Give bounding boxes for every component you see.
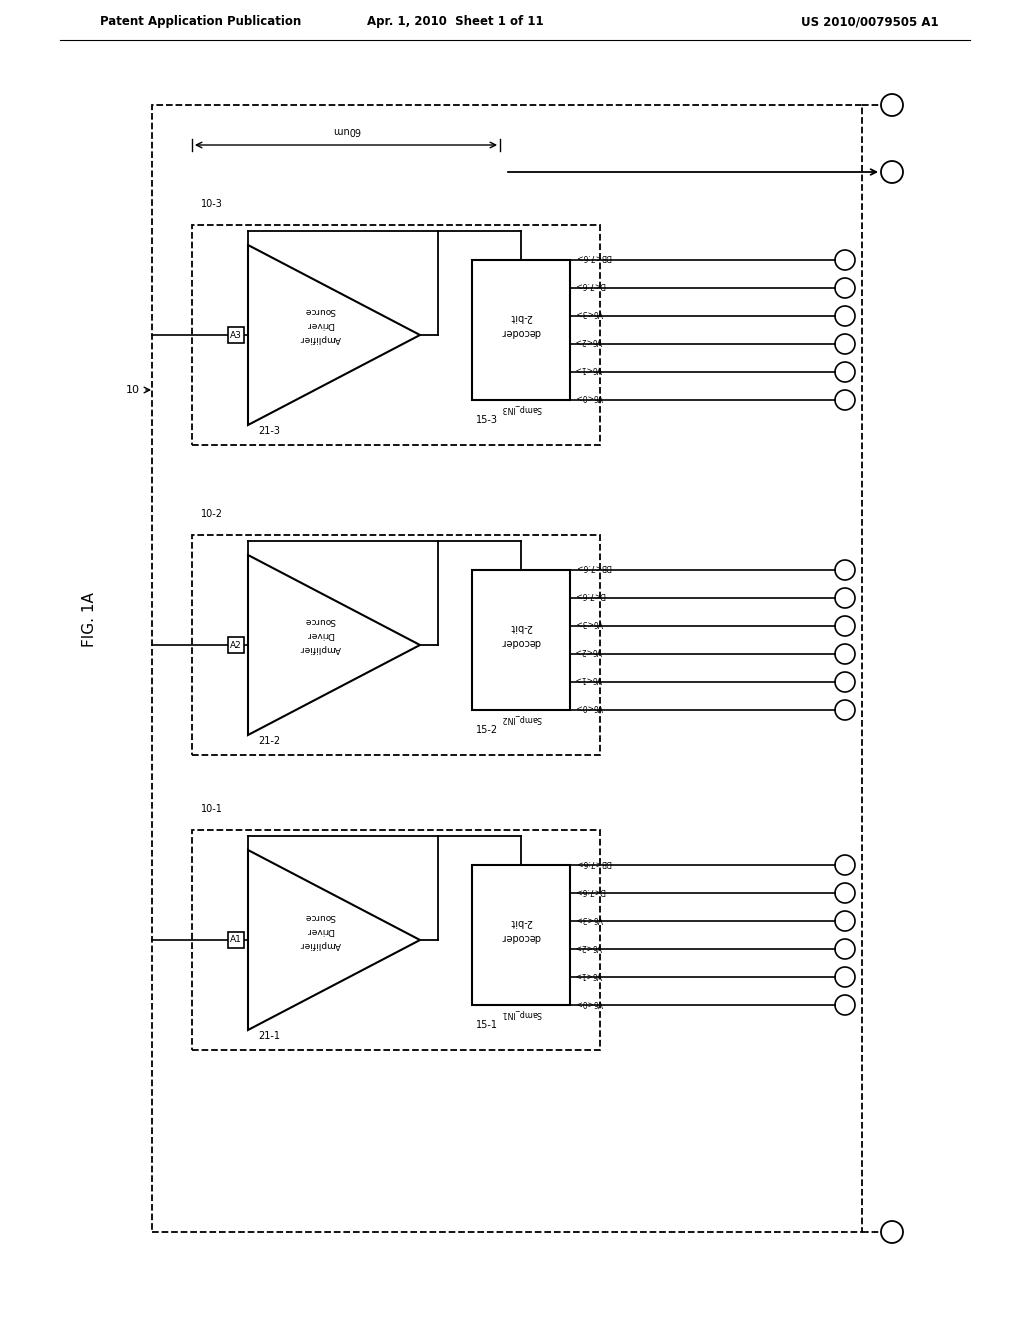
- Text: Source: Source: [305, 306, 336, 315]
- Text: 21-2: 21-2: [258, 737, 281, 746]
- Text: V6<3>: V6<3>: [575, 619, 602, 627]
- Text: V6<2>: V6<2>: [575, 647, 602, 656]
- Text: Amplifier: Amplifier: [300, 940, 341, 949]
- Text: decoder: decoder: [502, 327, 541, 337]
- Text: 10-3: 10-3: [201, 199, 223, 209]
- Text: DB<7:6>: DB<7:6>: [575, 562, 610, 572]
- Polygon shape: [248, 554, 420, 735]
- Bar: [228, 638, 244, 653]
- Text: 21-3: 21-3: [258, 426, 280, 436]
- Bar: [228, 932, 244, 948]
- Text: V6<1>: V6<1>: [575, 364, 602, 374]
- Bar: [472, 865, 570, 1005]
- Bar: [193, 535, 600, 755]
- Text: 15-1: 15-1: [476, 1020, 498, 1030]
- Text: Source: Source: [305, 912, 336, 920]
- Text: Samp_IN1: Samp_IN1: [501, 1008, 542, 1018]
- Text: Source: Source: [305, 616, 336, 626]
- Text: V6<1>: V6<1>: [575, 969, 602, 978]
- Text: V6<2>: V6<2>: [575, 337, 602, 346]
- Text: 2-bit: 2-bit: [510, 312, 532, 322]
- Text: V6<3>: V6<3>: [575, 309, 602, 318]
- Text: US 2010/0079505 A1: US 2010/0079505 A1: [801, 16, 939, 29]
- Bar: [152, 106, 862, 1232]
- Polygon shape: [248, 850, 420, 1030]
- Text: V6<3>: V6<3>: [575, 913, 602, 923]
- Text: V6<0>: V6<0>: [575, 702, 602, 711]
- Text: A3: A3: [230, 330, 242, 339]
- Bar: [193, 224, 600, 445]
- Text: 2-bit: 2-bit: [510, 917, 532, 927]
- Text: D<7:6>: D<7:6>: [575, 590, 605, 599]
- Text: decoder: decoder: [502, 638, 541, 647]
- Text: D<7:6>: D<7:6>: [575, 281, 605, 289]
- Text: Driver: Driver: [306, 925, 334, 935]
- Text: V6<0>: V6<0>: [575, 392, 602, 401]
- Text: 10: 10: [126, 385, 140, 395]
- Polygon shape: [248, 246, 420, 425]
- Text: DB<7:6>: DB<7:6>: [575, 858, 610, 866]
- Text: 15-2: 15-2: [476, 725, 498, 735]
- Text: 15-3: 15-3: [476, 414, 498, 425]
- Bar: [472, 260, 570, 400]
- Text: Amplifier: Amplifier: [300, 334, 341, 343]
- Text: V6<2>: V6<2>: [575, 941, 602, 950]
- Bar: [228, 327, 244, 343]
- Text: D<7:6>: D<7:6>: [575, 886, 605, 895]
- Text: A1: A1: [230, 936, 242, 945]
- Text: Patent Application Publication: Patent Application Publication: [100, 16, 301, 29]
- Text: 10-1: 10-1: [201, 804, 223, 814]
- Bar: [193, 830, 600, 1049]
- Bar: [472, 570, 570, 710]
- Text: Driver: Driver: [306, 631, 334, 639]
- Text: Amplifier: Amplifier: [300, 644, 341, 653]
- Text: Apr. 1, 2010  Sheet 1 of 11: Apr. 1, 2010 Sheet 1 of 11: [367, 16, 544, 29]
- Text: DB<7:6>: DB<7:6>: [575, 252, 610, 261]
- Text: Samp_IN2: Samp_IN2: [501, 714, 542, 723]
- Text: 2-bit: 2-bit: [510, 622, 532, 632]
- Text: A2: A2: [230, 640, 242, 649]
- Text: 60um: 60um: [332, 125, 360, 135]
- Text: decoder: decoder: [502, 932, 541, 942]
- Text: Driver: Driver: [306, 321, 334, 330]
- Text: FIG. 1A: FIG. 1A: [83, 593, 97, 647]
- Text: 21-1: 21-1: [258, 1031, 280, 1041]
- Text: 10-2: 10-2: [201, 510, 223, 519]
- Text: V6<0>: V6<0>: [575, 998, 602, 1006]
- Text: V6<1>: V6<1>: [575, 675, 602, 684]
- Text: Samp_IN3: Samp_IN3: [501, 404, 542, 413]
